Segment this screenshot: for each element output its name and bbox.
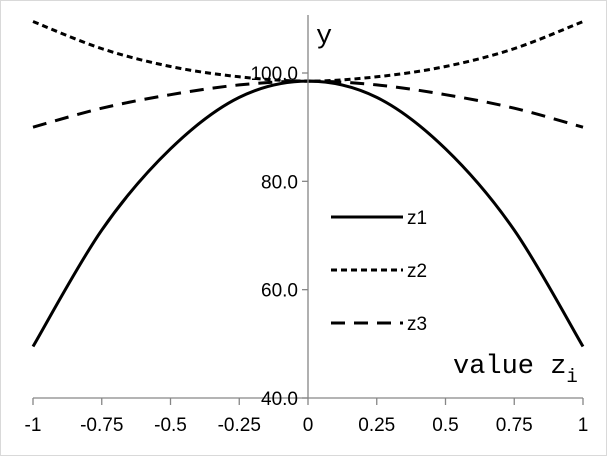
legend: z1 z2 z3 (331, 208, 427, 335)
x-tick-label: 0 (303, 415, 314, 436)
x-tick-label: 1 (578, 415, 589, 436)
y-axis-title: y (316, 22, 332, 52)
legend-label-z2: z2 (407, 261, 427, 282)
x-tick-label: -0.5 (154, 415, 187, 436)
x-axis-title-main: value z (453, 352, 566, 382)
y-tick-label: 100.0 (250, 64, 298, 85)
x-tick-label: 0.5 (432, 415, 458, 436)
x-tick-label: -0.75 (80, 415, 123, 436)
x-tick-label: -1 (25, 415, 42, 436)
y-tick-label: 40.0 (261, 389, 298, 410)
y-tick-label: 80.0 (261, 172, 298, 193)
x-tick-label: -0.25 (218, 415, 261, 436)
x-axis-title-subscript: i (566, 366, 577, 388)
legend-label-z1: z1 (407, 208, 427, 229)
x-ticks: -1 -0.75 -0.5 -0.25 0 0.25 0.5 0.75 1 (25, 398, 589, 436)
legend-label-z3: z3 (407, 314, 427, 335)
x-axis-title: value zi (453, 352, 578, 388)
x-tick-label: 0.25 (358, 415, 395, 436)
y-ticks: 40.0 60.0 80.0 100.0 (250, 64, 308, 410)
y-tick-label: 60.0 (261, 281, 298, 302)
x-tick-label: 0.75 (496, 415, 533, 436)
